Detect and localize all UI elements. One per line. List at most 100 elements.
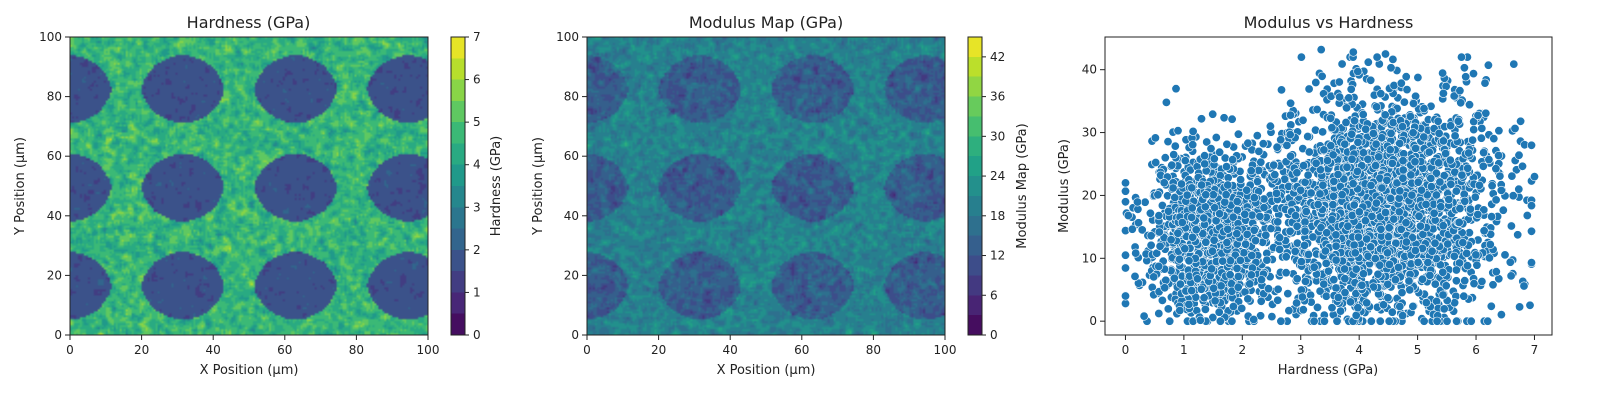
scatter-point	[1417, 185, 1427, 195]
scatter-point	[1342, 162, 1352, 172]
scatter-xlabel: Hardness (GPa)	[1278, 363, 1378, 378]
scatter-point	[1275, 233, 1285, 243]
scatter-point	[1449, 251, 1459, 261]
scatter-point	[1329, 191, 1339, 201]
scatter-point	[1527, 226, 1537, 236]
scatter-point	[1496, 185, 1506, 195]
modulus-colorbar-frame	[967, 36, 983, 336]
scatter-point	[1167, 160, 1177, 170]
scatter-point	[1472, 260, 1482, 270]
scatter-point	[1193, 274, 1203, 284]
scatter-point	[1249, 314, 1259, 324]
scatter-title: Modulus vs Hardness	[1244, 13, 1414, 32]
scatter-point	[1427, 246, 1437, 256]
scatter-point	[1298, 115, 1308, 125]
scatter-point	[1223, 180, 1233, 190]
scatter-point	[1276, 316, 1286, 326]
scatter-point	[1233, 282, 1243, 292]
scatter-point	[1187, 183, 1197, 193]
scatter-point	[1460, 196, 1470, 206]
scatter-point	[1442, 316, 1452, 326]
scatter-point	[1432, 316, 1442, 326]
scatter-point	[1291, 211, 1301, 221]
scatter-point	[1200, 151, 1210, 161]
scatter-point	[1121, 298, 1131, 308]
scatter-point	[1484, 155, 1494, 165]
scatter-point	[1340, 139, 1350, 149]
scatter-point	[1256, 157, 1266, 167]
scatter-point	[1487, 212, 1497, 222]
scatter-point	[1243, 294, 1253, 304]
scatter-point	[1235, 255, 1245, 265]
scatter-point	[1438, 290, 1448, 300]
modulus-map-panel: Modulus Map (GPa) 0 20 40 60 80 1000204060801…	[531, 13, 1030, 378]
scatter-point	[1282, 140, 1292, 150]
scatter-point	[1377, 183, 1387, 193]
scatter-point	[1402, 85, 1412, 95]
scatter-point	[1480, 78, 1490, 88]
scatter-xtick-label: 5	[1414, 343, 1422, 357]
scatter-point	[1233, 129, 1243, 139]
scatter-point	[1197, 180, 1207, 190]
scatter-point	[1246, 270, 1256, 280]
scatter-point	[1463, 261, 1473, 271]
scatter-point	[1342, 103, 1352, 113]
scatter-point	[1315, 165, 1325, 175]
scatter-point	[1362, 234, 1372, 244]
scatter-point	[1215, 209, 1225, 219]
scatter-point	[1458, 238, 1468, 248]
scatter-point	[1398, 311, 1408, 321]
scatter-point	[1396, 78, 1406, 88]
scatter-point	[1413, 73, 1423, 83]
scatter-point	[1283, 289, 1293, 299]
scatter-point	[1266, 224, 1276, 234]
scatter-point	[1333, 292, 1343, 302]
scatter-point	[1451, 186, 1461, 196]
scatter-point	[1251, 236, 1261, 246]
scatter-ytick-label: 40	[1082, 63, 1097, 77]
scatter-point	[1245, 279, 1255, 289]
scatter-point	[1316, 223, 1326, 233]
scatter-point	[1343, 221, 1353, 231]
scatter-point	[1385, 259, 1395, 269]
scatter-point	[1249, 193, 1259, 203]
scatter-point	[1390, 275, 1400, 285]
scatter-point	[1494, 151, 1504, 161]
scatter-point	[1411, 143, 1421, 153]
scatter-point	[1262, 255, 1272, 265]
scatter-point	[1438, 267, 1448, 277]
scatter-point	[1373, 269, 1383, 279]
scatter-point	[1353, 137, 1363, 147]
scatter-point	[1469, 69, 1479, 79]
hardness-colorbar-tick-label: 5	[473, 115, 481, 129]
scatter-point	[1151, 158, 1161, 168]
scatter-point	[1259, 203, 1269, 213]
scatter-point	[1161, 97, 1171, 107]
scatter-point	[1446, 179, 1456, 189]
scatter-point	[1225, 270, 1235, 280]
scatter-point	[1433, 116, 1443, 126]
scatter-point	[1121, 197, 1131, 207]
scatter-point	[1419, 132, 1429, 142]
scatter-point	[1353, 232, 1363, 242]
scatter-point	[1256, 311, 1266, 321]
scatter-point	[1256, 296, 1266, 306]
scatter-point	[1478, 161, 1488, 171]
scatter-point	[1418, 274, 1428, 284]
modulus-map-ytick-label: 80	[564, 90, 579, 104]
scatter-xtick-label: 7	[1531, 343, 1539, 357]
scatter-point	[1286, 98, 1296, 108]
scatter-frame	[1104, 36, 1553, 336]
hardness-map-axes: 0 20 40 60 80 100 0 20 40 60 80 100	[39, 30, 439, 357]
scatter-point	[1222, 162, 1232, 172]
scatter-point	[1334, 77, 1344, 87]
scatter-point	[1228, 301, 1238, 311]
scatter-point	[1483, 60, 1493, 70]
modulus-colorbar-tick-label: 30	[990, 129, 1005, 143]
scatter-point	[1509, 59, 1519, 69]
scatter-point	[1214, 307, 1224, 317]
scatter-point	[1272, 188, 1282, 198]
scatter-point	[1470, 192, 1480, 202]
scatter-point	[1363, 57, 1373, 67]
hardness-colorbar-tick-label: 0	[473, 328, 481, 342]
